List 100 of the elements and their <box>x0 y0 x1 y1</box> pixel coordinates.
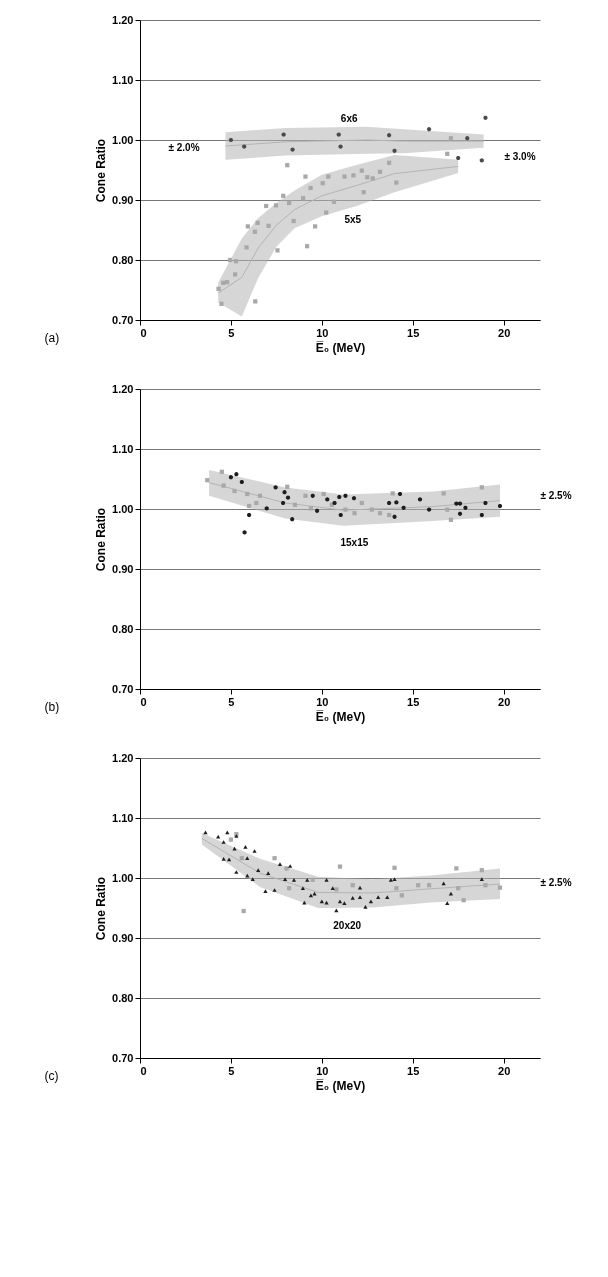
annotation: ± 2.0% <box>168 141 200 153</box>
point <box>483 500 488 506</box>
x-tick-label: 5 <box>228 326 235 339</box>
point <box>463 505 468 510</box>
point <box>392 514 397 519</box>
y-axis-title: Cone Ratio <box>94 138 109 203</box>
point <box>337 864 343 869</box>
point <box>232 272 238 277</box>
point <box>483 883 488 888</box>
y-tick-label: 0.90 <box>112 193 134 206</box>
point <box>280 500 286 506</box>
point <box>228 475 234 480</box>
annotation: 15x15 <box>340 537 369 549</box>
point <box>351 173 356 178</box>
point <box>305 877 310 882</box>
point <box>479 485 484 490</box>
point <box>242 530 247 535</box>
point <box>219 301 224 306</box>
point <box>350 895 355 900</box>
y-tick-label: 0.90 <box>112 562 134 575</box>
x-tick-label: 15 <box>407 326 420 339</box>
point <box>336 132 341 137</box>
point <box>310 493 315 498</box>
point <box>426 127 432 132</box>
point <box>385 895 390 900</box>
point <box>284 866 289 871</box>
point <box>330 886 335 891</box>
point <box>290 147 295 152</box>
point <box>253 299 258 304</box>
point <box>239 479 244 485</box>
y-tick-label: 0.70 <box>112 313 134 326</box>
point <box>359 168 364 173</box>
point <box>273 485 278 490</box>
point <box>312 224 318 229</box>
y-tick-label: 1.20 <box>112 382 134 395</box>
point <box>352 511 357 516</box>
point <box>266 871 271 876</box>
point <box>392 865 397 870</box>
point <box>314 508 320 513</box>
point <box>479 158 484 163</box>
point <box>445 507 450 512</box>
point <box>256 868 261 873</box>
point <box>228 837 234 842</box>
point <box>326 174 331 179</box>
text: (c) <box>44 1069 59 1083</box>
point <box>465 136 470 141</box>
point <box>291 877 297 882</box>
point <box>303 493 308 498</box>
point <box>221 483 226 488</box>
x-tick-label: 10 <box>316 1064 329 1077</box>
point <box>250 877 255 882</box>
point <box>216 286 221 291</box>
line-series <box>201 837 501 894</box>
point <box>277 862 283 867</box>
point <box>234 472 239 477</box>
point <box>388 877 394 882</box>
point <box>363 904 368 909</box>
point <box>308 506 314 511</box>
point <box>290 517 295 522</box>
point <box>272 888 277 892</box>
x-tick-label: 5 <box>228 695 235 708</box>
point <box>337 899 343 904</box>
point <box>401 505 406 510</box>
point <box>275 248 280 253</box>
text: (a) <box>44 331 60 345</box>
point <box>303 174 308 179</box>
y-tick-label: 1.00 <box>112 133 134 146</box>
point <box>264 506 269 511</box>
x-tick-label: 0 <box>140 695 147 708</box>
x-tick-label: 10 <box>316 326 329 339</box>
y-tick-label: 0.70 <box>112 682 134 695</box>
point <box>445 901 450 906</box>
annotation: 6x6 <box>340 113 358 124</box>
point <box>497 885 503 890</box>
point <box>228 137 234 143</box>
y-tick-label: 0.80 <box>112 991 134 1004</box>
point <box>338 512 343 518</box>
annotation: ± 2.5% <box>540 876 572 888</box>
point <box>351 496 357 501</box>
y-axis-title: Cone Ratio <box>94 507 109 572</box>
y-tick-label: 1.10 <box>112 73 134 86</box>
point <box>288 864 293 868</box>
point <box>394 500 399 505</box>
annotation: 20x20 <box>333 920 362 931</box>
point <box>282 490 287 495</box>
point <box>397 491 403 497</box>
point <box>232 488 237 494</box>
point <box>282 877 288 882</box>
point <box>221 840 226 844</box>
x-tick-label: 15 <box>407 695 420 708</box>
point <box>357 895 363 900</box>
x-tick-label: 20 <box>498 695 511 708</box>
point <box>272 856 277 861</box>
x-axis-title: E̅₀ (MeV) <box>315 340 366 355</box>
point <box>252 849 257 853</box>
point <box>245 224 250 229</box>
y-tick-label: 0.90 <box>112 931 134 944</box>
x-tick-label: 15 <box>407 1064 420 1077</box>
point <box>392 877 397 882</box>
x-tick-label: 0 <box>140 1064 147 1077</box>
